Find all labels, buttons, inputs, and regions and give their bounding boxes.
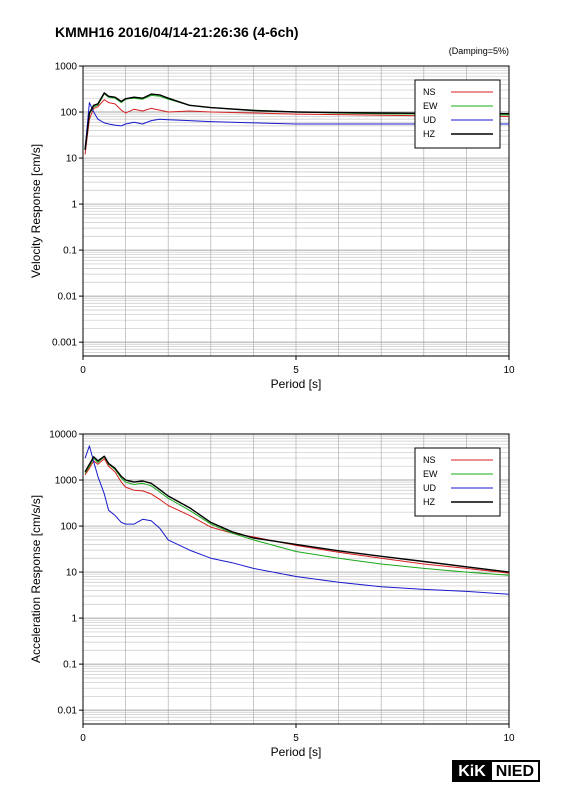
acceleration-ytick-label: 1000	[55, 476, 78, 487]
acceleration-ytick-label: 10	[66, 568, 78, 579]
velocity-response-chart: 0.001 0.01 0.1 1 10 100 1000 0 5 10 Period [s] Velo…	[29, 62, 515, 392]
velocity-ytick-label: 100	[60, 108, 77, 119]
acceleration-xtick-label: 10	[503, 733, 515, 744]
logo-nied-text: NIED	[491, 760, 540, 782]
page-title: KMMH16 2016/04/14-21:26:36 (4-6ch)	[55, 24, 299, 40]
acceleration-xtick-label: 5	[293, 733, 299, 744]
acceleration-series-ns	[84, 458, 509, 574]
velocity-xtick-label: 10	[503, 365, 515, 376]
acceleration-legend-label-ud: UD	[423, 483, 436, 493]
acceleration-xtick-label: 0	[80, 733, 86, 744]
velocity-series-ud	[84, 102, 509, 149]
acceleration-series-hz	[84, 455, 509, 573]
logo-kik-text: KiK	[452, 760, 492, 782]
acceleration-ytick-label: 10000	[49, 430, 77, 441]
acceleration-legend-label-hz: HZ	[423, 497, 435, 507]
velocity-ytick-label: 0.001	[52, 338, 77, 349]
acceleration-legend-label-ns: NS	[423, 455, 436, 465]
acceleration-yaxis-label: Acceleration Response [cm/s/s]	[29, 495, 43, 663]
velocity-ytick-label: 0.01	[58, 292, 78, 303]
acceleration-ytick-label: 1	[71, 614, 77, 625]
velocity-xaxis-label: Period [s]	[271, 377, 322, 391]
velocity-legend-label-ew: EW	[423, 101, 438, 111]
velocity-xtick-label: 5	[293, 365, 299, 376]
acceleration-series-ud	[84, 445, 509, 595]
velocity-legend-label-hz: HZ	[423, 129, 435, 139]
acceleration-response-chart: 0.01 0.1 1 10 100 1000 10000 0 5 10 Period [s] Acce…	[29, 430, 515, 760]
velocity-ytick-label: 1	[71, 200, 77, 211]
velocity-legend-label-ns: NS	[423, 87, 436, 97]
acceleration-legend-label-ew: EW	[423, 469, 438, 479]
damping-note: (Damping=5%)	[448, 46, 509, 56]
acceleration-ytick-label: 100	[60, 522, 77, 533]
velocity-legend-label-ud: UD	[423, 115, 436, 125]
velocity-legend-box	[414, 79, 501, 149]
acceleration-ytick-label: 0.01	[58, 706, 78, 717]
velocity-series-hz	[84, 92, 509, 150]
velocity-ytick-label: 1000	[55, 62, 78, 73]
velocity-xtick-label: 0	[80, 365, 86, 376]
velocity-series-ns	[84, 99, 509, 155]
velocity-legend: NS EW UD HZ	[414, 79, 501, 149]
velocity-series-group	[84, 92, 509, 155]
acceleration-legend: NS EW UD HZ	[414, 447, 501, 517]
velocity-ytick-label: 0.1	[63, 246, 77, 257]
acceleration-ytick-label: 0.1	[63, 660, 77, 671]
acceleration-xaxis-label: Period [s]	[271, 745, 322, 759]
acceleration-legend-box	[414, 447, 501, 517]
kik-nied-logo: KiK NIED	[452, 760, 540, 782]
acceleration-series-group	[84, 445, 509, 595]
velocity-ytick-label: 10	[66, 154, 78, 165]
velocity-yaxis-label: Velocity Response [cm/s]	[29, 144, 43, 278]
